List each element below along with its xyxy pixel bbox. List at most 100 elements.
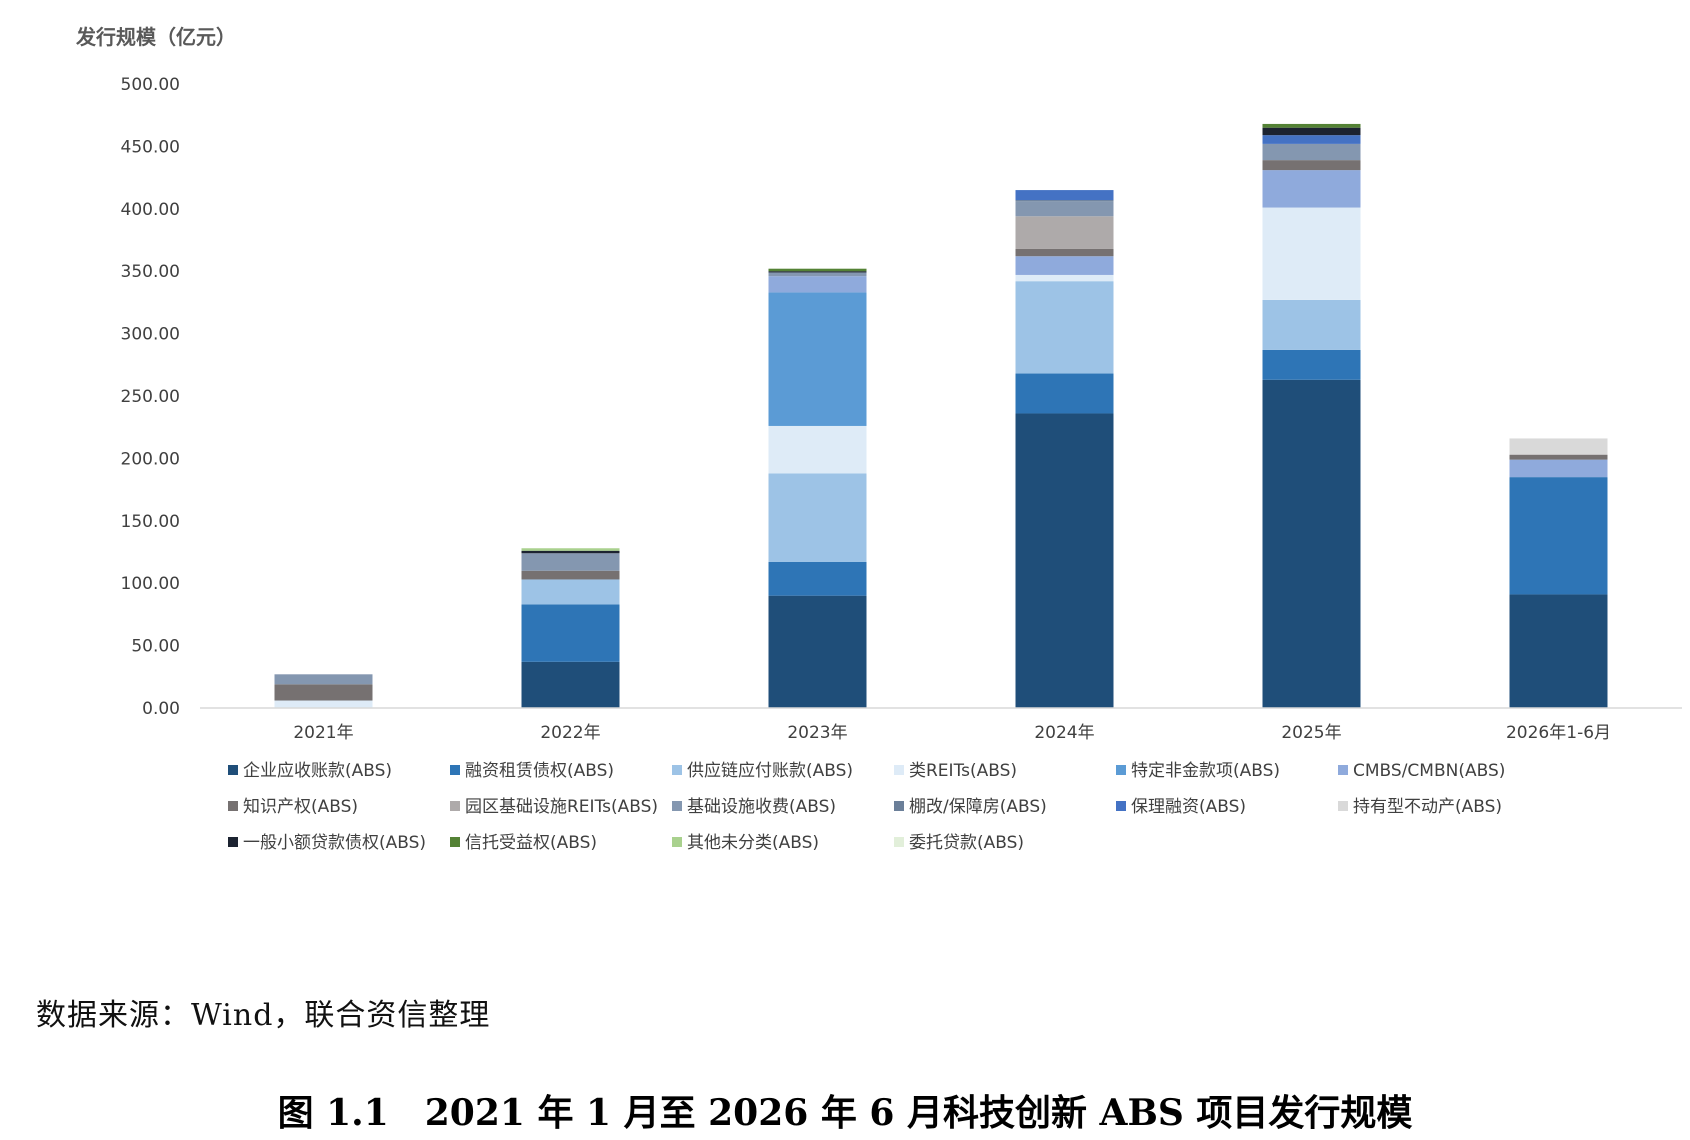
bar-segment <box>1015 201 1114 217</box>
bar-segment <box>1015 281 1114 374</box>
bar-segment <box>1262 143 1361 161</box>
legend-label: 园区基础设施REITs(ABS) <box>465 797 658 817</box>
legend-swatch <box>1116 801 1126 811</box>
bar-segment <box>1509 454 1608 460</box>
legend-label: 保理融资(ABS) <box>1131 797 1246 817</box>
y-tick-label: 0.00 <box>142 699 180 719</box>
y-tick-label: 350.00 <box>121 262 180 282</box>
bar-segment <box>1262 127 1361 136</box>
bar-segment <box>768 276 867 293</box>
legend-label: 一般小额贷款债权(ABS) <box>243 833 426 853</box>
bar-segment <box>274 700 373 708</box>
legend-label: 基础设施收费(ABS) <box>687 797 836 817</box>
legend-swatch <box>228 837 238 847</box>
legend-swatch <box>228 801 238 811</box>
x-axis-category-labels: 2021年 2022年 2023年 2024年 2025年 2026年1-6月 <box>293 723 1611 743</box>
legend-swatch <box>1338 765 1348 775</box>
legend-swatch <box>672 801 682 811</box>
y-tick-label: 450.00 <box>121 137 180 157</box>
legend-label: 持有型不动产(ABS) <box>1353 797 1502 817</box>
y-tick-label: 200.00 <box>121 449 180 469</box>
bar-segment <box>521 579 620 605</box>
legend-label: 信托受益权(ABS) <box>465 833 597 853</box>
bar-segment <box>768 271 867 273</box>
legend-swatch <box>894 801 904 811</box>
bar-segment <box>1015 274 1114 282</box>
bar-segment <box>521 553 620 571</box>
legend-label: 特定非金款项(ABS) <box>1131 761 1280 781</box>
x-category-label: 2021年 <box>293 723 353 743</box>
x-category-label: 2024年 <box>1034 723 1094 743</box>
bar-segment <box>1262 160 1361 171</box>
legend-swatch <box>228 765 238 775</box>
bar-segment <box>1509 477 1608 595</box>
legend-swatch <box>894 837 904 847</box>
y-tick-label: 150.00 <box>121 512 180 532</box>
bar-segment <box>1015 413 1114 708</box>
bar-segment <box>1015 248 1114 257</box>
y-tick-label: 100.00 <box>121 574 180 594</box>
bar-segment <box>768 272 867 277</box>
bar-segment <box>521 548 620 551</box>
bar-segment <box>521 550 620 554</box>
bar-segment <box>768 268 867 272</box>
x-category-label: 2023年 <box>787 723 847 743</box>
y-axis-unit-label: 发行规模（亿元） <box>75 25 236 49</box>
y-tick-label: 50.00 <box>131 637 180 657</box>
bar-segment <box>1262 170 1361 208</box>
bar-segment <box>1262 135 1361 144</box>
bar-segment <box>768 425 867 474</box>
bar-stacks <box>274 123 1608 708</box>
bar-segment <box>1262 379 1361 708</box>
bar-segment <box>274 674 373 685</box>
legend-swatch <box>1116 765 1126 775</box>
legend-label: 企业应收账款(ABS) <box>243 761 392 781</box>
bar-segment <box>1509 438 1608 455</box>
bar-segment <box>1262 299 1361 350</box>
bar-segment <box>1015 190 1114 201</box>
legend-swatch <box>450 801 460 811</box>
bar-segment <box>1262 123 1361 128</box>
legend-label: 棚改/保障房(ABS) <box>909 797 1047 817</box>
source-note: 数据来源：Wind，联合资信整理 <box>36 998 491 1033</box>
legend-label: CMBS/CMBN(ABS) <box>1353 761 1505 781</box>
y-tick-label: 400.00 <box>121 200 180 220</box>
legend-label: 委托贷款(ABS) <box>909 833 1024 853</box>
legend-label: 融资租赁债权(ABS) <box>465 761 614 781</box>
bar-segment <box>768 292 867 426</box>
legend-swatch <box>450 837 460 847</box>
bar-segment <box>521 604 620 662</box>
bar-segment <box>1509 459 1608 478</box>
y-tick-label: 300.00 <box>121 325 180 345</box>
legend-label: 其他未分类(ABS) <box>687 833 819 853</box>
bar-segment <box>768 595 867 708</box>
y-tick-label: 250.00 <box>121 387 180 407</box>
bar-segment <box>1015 200 1114 202</box>
bar-segment <box>274 684 373 701</box>
bar-segment <box>1015 373 1114 414</box>
bar-segment <box>1015 216 1114 249</box>
legend-swatch <box>1338 801 1348 811</box>
legend-label: 知识产权(ABS) <box>243 797 358 817</box>
y-axis-ticks: 0.00 50.00 100.00 150.00 200.00 250.00 300.00 3… <box>121 75 180 719</box>
bar-segment <box>1262 349 1361 380</box>
legend-swatch <box>672 837 682 847</box>
bar-segment <box>1509 594 1608 708</box>
x-category-label: 2022年 <box>540 723 600 743</box>
legend-swatch <box>894 765 904 775</box>
legend-swatch <box>450 765 460 775</box>
y-tick-label: 500.00 <box>121 75 180 95</box>
bar-segment <box>1262 207 1361 300</box>
legend-label: 类REITs(ABS) <box>909 761 1017 781</box>
x-category-label: 2026年1-6月 <box>1506 723 1611 743</box>
legend-swatch <box>672 765 682 775</box>
legend-label: 供应链应付账款(ABS) <box>687 761 853 781</box>
x-category-label: 2025年 <box>1281 723 1341 743</box>
stacked-bar-chart: 发行规模（亿元） 0.00 50.00 100.00 150.00 200.00 250.… <box>75 25 1682 853</box>
bar-segment <box>521 661 620 708</box>
bar-segment <box>768 473 867 562</box>
figure-caption: 图 1.1 2021 年 1 月至 2026 年 6 月科技创新 ABS 项目发… <box>277 1092 1413 1134</box>
bar-segment <box>521 570 620 580</box>
bar-segment <box>1015 256 1114 275</box>
legend: 企业应收账款(ABS) 融资租赁债权(ABS) 供应链应付账款(ABS) 类REITs… <box>228 761 1505 853</box>
